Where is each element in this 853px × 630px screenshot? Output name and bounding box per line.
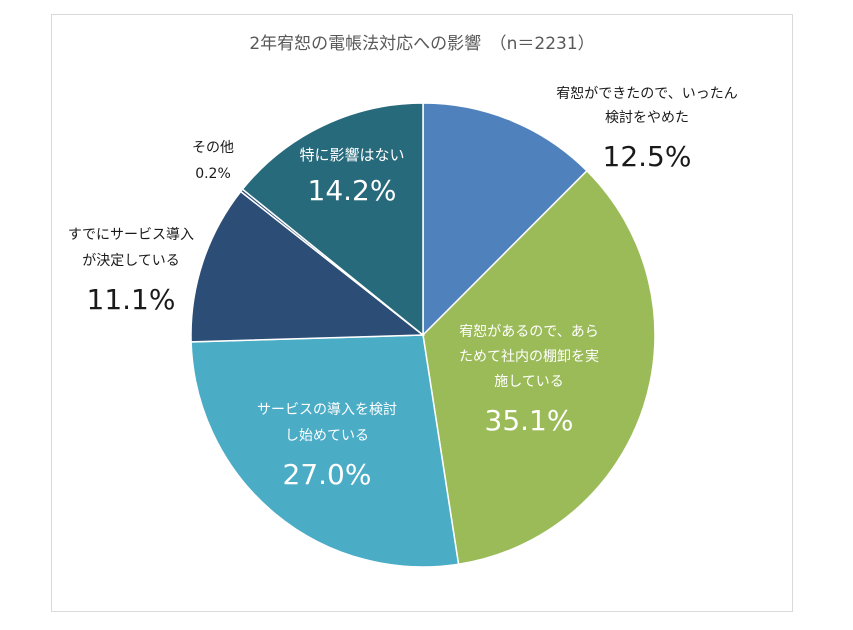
- slice-label-1-line-2: 施している: [494, 374, 564, 390]
- slice-value-1: 35.1%: [485, 404, 574, 437]
- slice-value-3: 11.1%: [87, 283, 176, 316]
- slice-value-5: 14.2%: [308, 174, 397, 207]
- chart-title: 2年宥恕の電帳法対応への影響 （n＝2231）: [249, 34, 594, 54]
- slice-label-4-line-0: その他: [192, 140, 234, 156]
- slice-value-2: 27.0%: [283, 458, 372, 491]
- slice-label-0-line-1: 検討をやめた: [605, 110, 689, 126]
- pie-slice-1: [422, 169, 656, 566]
- slice-label-1-line-1: ためて社内の棚卸を実: [459, 349, 599, 365]
- slice-label-0-line-0: 宥恕ができたので、いったん: [556, 85, 737, 102]
- slice-value-0: 12.5%: [603, 140, 692, 173]
- slice-label-5-line-0: 特に影響はない: [299, 146, 404, 164]
- slice-value-4: 0.2%: [195, 166, 231, 182]
- slice-label-3-line-1: が決定している: [82, 253, 180, 269]
- slice-label-3-line-0: すでにサービス導入: [68, 227, 194, 243]
- pie-slice-0: [422, 102, 588, 337]
- pie-slices: [190, 102, 656, 568]
- pie-slice-5: [241, 102, 424, 337]
- slice-label-2-line-1: し始めている: [285, 428, 369, 444]
- slice-label-2-line-0: サービスの導入を検討: [257, 402, 397, 418]
- pie-slice-2: [190, 334, 460, 568]
- pie-slice-3: [190, 190, 426, 343]
- slice-label-1-line-0: 宥恕があるので、あら: [459, 323, 598, 340]
- chart-frame: [51, 14, 793, 612]
